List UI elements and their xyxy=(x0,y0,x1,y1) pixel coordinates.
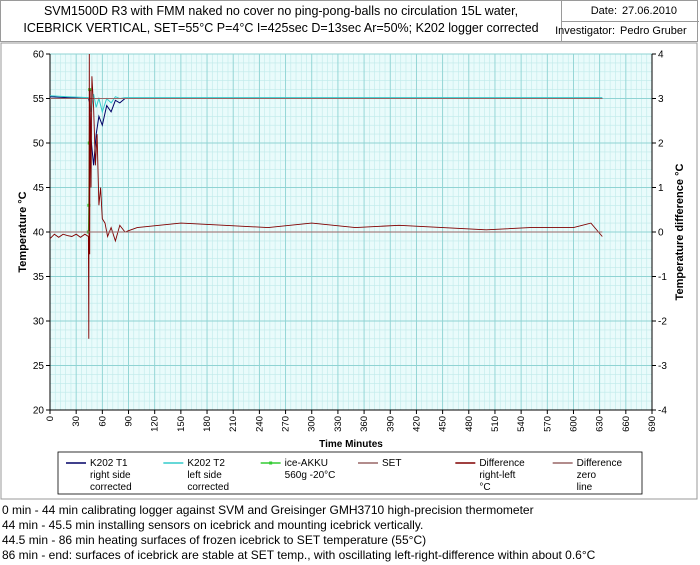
legend-label: ice-AKKU xyxy=(285,458,328,469)
x-tick-label: 30 xyxy=(71,416,82,427)
y-axis-label: Temperature °C xyxy=(17,191,29,272)
legend-label: corrected xyxy=(90,482,132,493)
y2-tick-label: 3 xyxy=(658,94,664,105)
x-tick-label: 90 xyxy=(124,416,135,427)
x-tick-label: 300 xyxy=(307,416,318,432)
x-tick-label: 510 xyxy=(490,416,501,432)
y-tick-label: 50 xyxy=(33,139,45,150)
note-line: 86 min - end: surfaces of icebrick are s… xyxy=(2,548,596,562)
title-line-2: ICEBRICK VERTICAL, SET=55°C P=4°C I=425s… xyxy=(23,21,539,35)
legend-box xyxy=(57,451,643,495)
date-label: Date: xyxy=(590,5,617,17)
x-tick-label: 480 xyxy=(464,416,475,432)
legend-label: K202 T2 xyxy=(187,458,225,469)
investigator-label: Investigator: xyxy=(555,25,615,37)
y-tick-label: 25 xyxy=(33,361,45,372)
y-tick-label: 45 xyxy=(33,183,45,194)
date-value: 27.06.2010 xyxy=(622,5,678,17)
legend-label: left side xyxy=(187,470,222,481)
x-tick-label: 150 xyxy=(176,416,187,432)
legend-label: right-left xyxy=(479,470,515,481)
x-tick-label: 330 xyxy=(333,416,344,432)
x-tick-label: 690 xyxy=(647,416,658,432)
legend-label: Difference xyxy=(577,458,623,469)
x-tick-label: 660 xyxy=(621,416,632,432)
y2-tick-label: 1 xyxy=(658,183,664,194)
legend-label: °C xyxy=(479,482,490,493)
legend-label: K202 T1 xyxy=(90,458,128,469)
y2-tick-label: 4 xyxy=(658,50,664,61)
x-tick-label: 570 xyxy=(542,416,553,432)
temperature-chart: 0 30 60 90 120 150 180 210 240 270 300 330 360 390 420… xyxy=(0,42,698,500)
chart-title: SVM1500D R3 with FMM naked no cover no p… xyxy=(1,3,561,37)
y2-tick-label: 2 xyxy=(658,139,664,150)
y-tick-label: 20 xyxy=(33,406,45,417)
title-line-1: SVM1500D R3 with FMM naked no cover no p… xyxy=(43,4,519,18)
y-tick-label: 30 xyxy=(33,317,45,328)
investigator-row: Investigator: Pedro Gruber xyxy=(555,21,699,41)
x-tick-label: 270 xyxy=(281,416,292,432)
y-tick-label: 35 xyxy=(33,272,45,283)
x-tick-label: 240 xyxy=(254,416,265,432)
note-line: 44 min - 45.5 min installing sensors on … xyxy=(2,518,424,532)
chart-header: SVM1500D R3 with FMM naked no cover no p… xyxy=(0,0,699,42)
y-tick-label: 40 xyxy=(33,228,45,239)
x-axis-label: Time Minutes xyxy=(319,439,383,450)
legend-label: line xyxy=(577,482,593,493)
notes: 0 min - 44 min calibrating logger agains… xyxy=(2,503,595,563)
meta-box: Date: 27.06.2010 Investigator: Pedro Gru… xyxy=(555,1,699,41)
date-row: Date: 27.06.2010 xyxy=(562,1,699,22)
y2-tick-label: 0 xyxy=(658,228,664,239)
legend-label: 560g -20°C xyxy=(285,470,336,481)
x-tick-label: 540 xyxy=(516,416,527,432)
x-tick-label: 60 xyxy=(97,416,108,427)
y2-tick-label: -1 xyxy=(658,272,667,283)
legend-marker xyxy=(269,461,273,465)
note-line: 0 min - 44 min calibrating logger agains… xyxy=(2,503,534,517)
x-tick-label: 360 xyxy=(359,416,370,432)
x-tick-label: 120 xyxy=(150,416,161,432)
x-tick-label: 420 xyxy=(411,416,422,432)
y2-tick-label: -3 xyxy=(658,361,667,372)
x-tick-label: 210 xyxy=(228,416,239,432)
legend-label: SET xyxy=(382,458,401,469)
y2-tick-label: -4 xyxy=(658,406,667,417)
legend-label: corrected xyxy=(187,482,229,493)
legend-label: zero xyxy=(577,470,597,481)
y2-tick-label: -2 xyxy=(658,317,667,328)
x-tick-label: 180 xyxy=(202,416,213,432)
legend-label: Difference xyxy=(479,458,525,469)
x-tick-label: 450 xyxy=(438,416,449,432)
x-tick-label: 390 xyxy=(385,416,396,432)
note-line: 44.5 min - 86 min heating surfaces of fr… xyxy=(2,533,427,547)
y-tick-label: 60 xyxy=(33,50,45,61)
x-tick-label: 600 xyxy=(568,416,579,432)
legend-label: right side xyxy=(90,470,131,481)
investigator-value: Pedro Gruber xyxy=(620,25,687,37)
y-tick-label: 55 xyxy=(33,94,45,105)
x-tick-label: 630 xyxy=(595,416,606,432)
y2-axis-label: Temperature difference °C xyxy=(674,164,686,301)
x-tick-label: 0 xyxy=(45,416,56,421)
series-line-4 xyxy=(49,53,603,339)
